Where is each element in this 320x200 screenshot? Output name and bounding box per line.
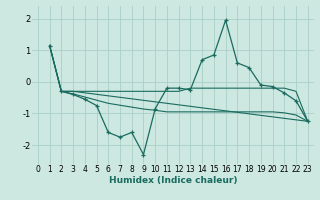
X-axis label: Humidex (Indice chaleur): Humidex (Indice chaleur) <box>108 176 237 185</box>
